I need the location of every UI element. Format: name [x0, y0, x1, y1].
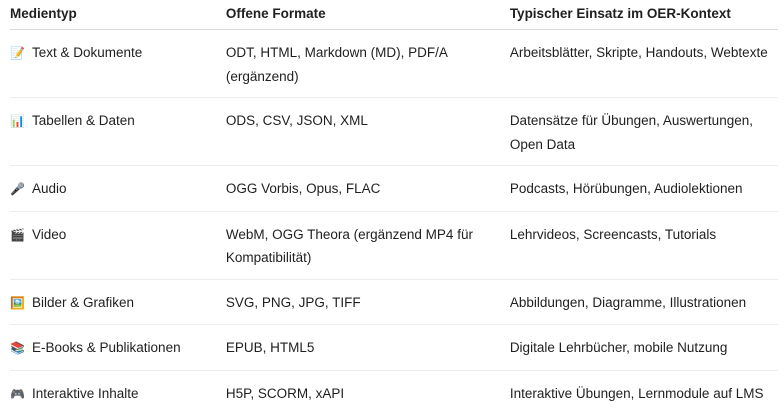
- cell-formats: EPUB, HTML5: [225, 324, 510, 371]
- media-type-label: Audio: [32, 181, 67, 196]
- books-icon: 📚: [10, 341, 25, 355]
- cell-usage: Arbeitsblätter, Skripte, Handouts, Webte…: [509, 29, 778, 98]
- bar-chart-icon: 📊: [10, 114, 25, 128]
- cell-medientyp: 🎤 Audio: [10, 165, 226, 212]
- table-row: 📚 E-Books & Publikationen EPUB, HTML5 Digit…: [10, 324, 778, 371]
- media-type-label: Bilder & Grafiken: [32, 294, 135, 310]
- table-row: 📝 Text & Dokumente ODT, HTML, Markdown (MD…: [10, 29, 778, 98]
- cell-medientyp: 📊 Tabellen & Daten: [10, 97, 226, 166]
- table-header-row: Medientyp Offene Formate Typischer Einsa…: [10, 0, 778, 30]
- media-type-label: Video: [32, 226, 67, 242]
- cell-medientyp: 📚 E-Books & Publikationen: [10, 324, 226, 371]
- microphone-icon: 🎤: [10, 182, 25, 196]
- header-medientyp: Medientyp: [10, 0, 226, 30]
- cell-formats: ODS, CSV, JSON, XML: [225, 97, 510, 166]
- cell-formats: OGG Vorbis, Opus, FLAC: [225, 165, 510, 212]
- cell-usage: Digitale Lehrbücher, mobile Nutzung: [509, 324, 778, 371]
- cell-medientyp: 🖼️ Bilder & Grafiken: [10, 279, 226, 325]
- cell-usage: Datensätze für Übungen, Auswertungen, Op…: [509, 97, 778, 166]
- framed-picture-icon: 🖼️: [10, 295, 25, 310]
- table-row: 🎮 Interaktive Inhalte H5P, SCORM, xAPI Inte…: [10, 370, 778, 415]
- cell-formats: SVG, PNG, JPG, TIFF: [225, 279, 510, 325]
- memo-icon: 📝: [10, 46, 25, 60]
- cell-medientyp: 🎬 Video: [10, 211, 226, 280]
- clapperboard-icon: 🎬: [10, 227, 25, 242]
- cell-usage: Lehrvideos, Screencasts, Tutorials: [509, 211, 778, 280]
- cell-usage: Podcasts, Hörübungen, Audiolektionen: [509, 165, 778, 212]
- header-einsatz: Typischer Einsatz im OER-Kontext: [509, 0, 778, 30]
- cell-formats: WebM, OGG Theora (ergänzend MP4 für Komp…: [225, 211, 510, 280]
- media-type-label: Interaktive Inhalte: [32, 385, 139, 401]
- cell-formats: H5P, SCORM, xAPI: [225, 385, 345, 401]
- cell-medientyp: 🎮 Interaktive Inhalte: [10, 370, 226, 415]
- media-type-label: E-Books & Publikationen: [32, 340, 181, 355]
- media-type-label: Tabellen & Daten: [32, 113, 135, 128]
- cell-usage: Interaktive Übungen, Lernmodule auf LMS: [509, 385, 764, 401]
- media-formats-table: Medientyp Offene Formate Typischer Einsa…: [10, 0, 778, 415]
- header-offene-formate: Offene Formate: [225, 0, 510, 30]
- media-type-label: Text & Dokumente: [32, 45, 143, 60]
- game-controller-icon: 🎮: [10, 386, 25, 401]
- table-row: 🎤 Audio OGG Vorbis, Opus, FLAC Podcasts, Hö…: [10, 165, 778, 212]
- cell-usage: Abbildungen, Diagramme, Illustrationen: [509, 279, 778, 325]
- cell-medientyp: 📝 Text & Dokumente: [10, 29, 226, 98]
- table-row: 🖼️ Bilder & Grafiken SVG, PNG, JPG, TIFF Ab…: [10, 279, 778, 325]
- table-row: 🎬 Video WebM, OGG Theora (ergänzend MP4 fü…: [10, 211, 778, 280]
- table-row: 📊 Tabellen & Daten ODS, CSV, JSON, XML Date…: [10, 97, 778, 166]
- cell-formats: ODT, HTML, Markdown (MD), PDF/A (ergänze…: [225, 29, 510, 98]
